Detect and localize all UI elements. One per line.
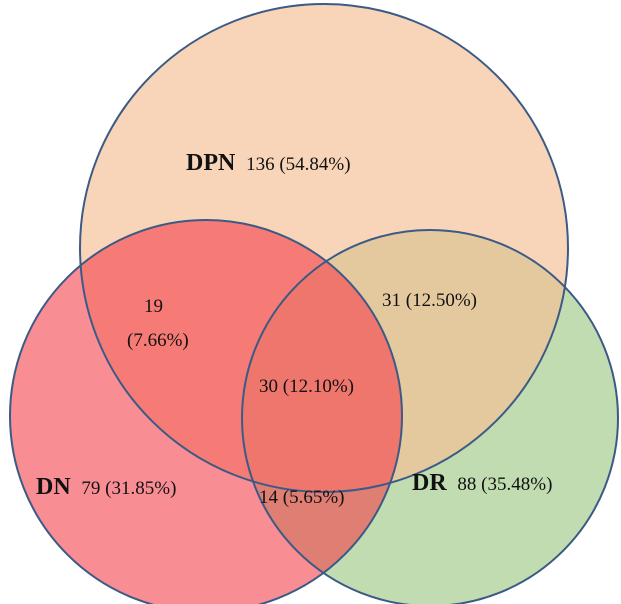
overlap-all: 30 (12.10%) [259,376,354,397]
overlap-dn-dr: 14 (5.65%) [259,487,344,508]
set-name-dr: DR [412,470,447,496]
set-value-dn: 79 (31.85%) [81,478,176,499]
circle-dn [10,220,402,604]
set-name-dn: DN [36,474,71,500]
overlap-dpn-dn-percent: (7.66%) [127,330,189,351]
overlap-dpn-dn-count: 19 [144,296,163,317]
circle-dpn-outline [79,3,569,493]
set-label-dn: DN 79 (31.85%) [36,474,176,500]
set-label-dpn: DPN 136 (54.84%) [186,150,351,176]
set-label-dr: DR 88 (35.48%) [412,470,552,496]
set-value-dr: 88 (35.48%) [457,474,552,495]
overlap-dpn-dr: 31 (12.50%) [382,290,477,311]
circle-dn-outline [9,219,403,604]
circle-dr-outline [241,229,619,604]
set-name-dpn: DPN [186,150,236,176]
set-value-dpn: 136 (54.84%) [246,154,350,175]
